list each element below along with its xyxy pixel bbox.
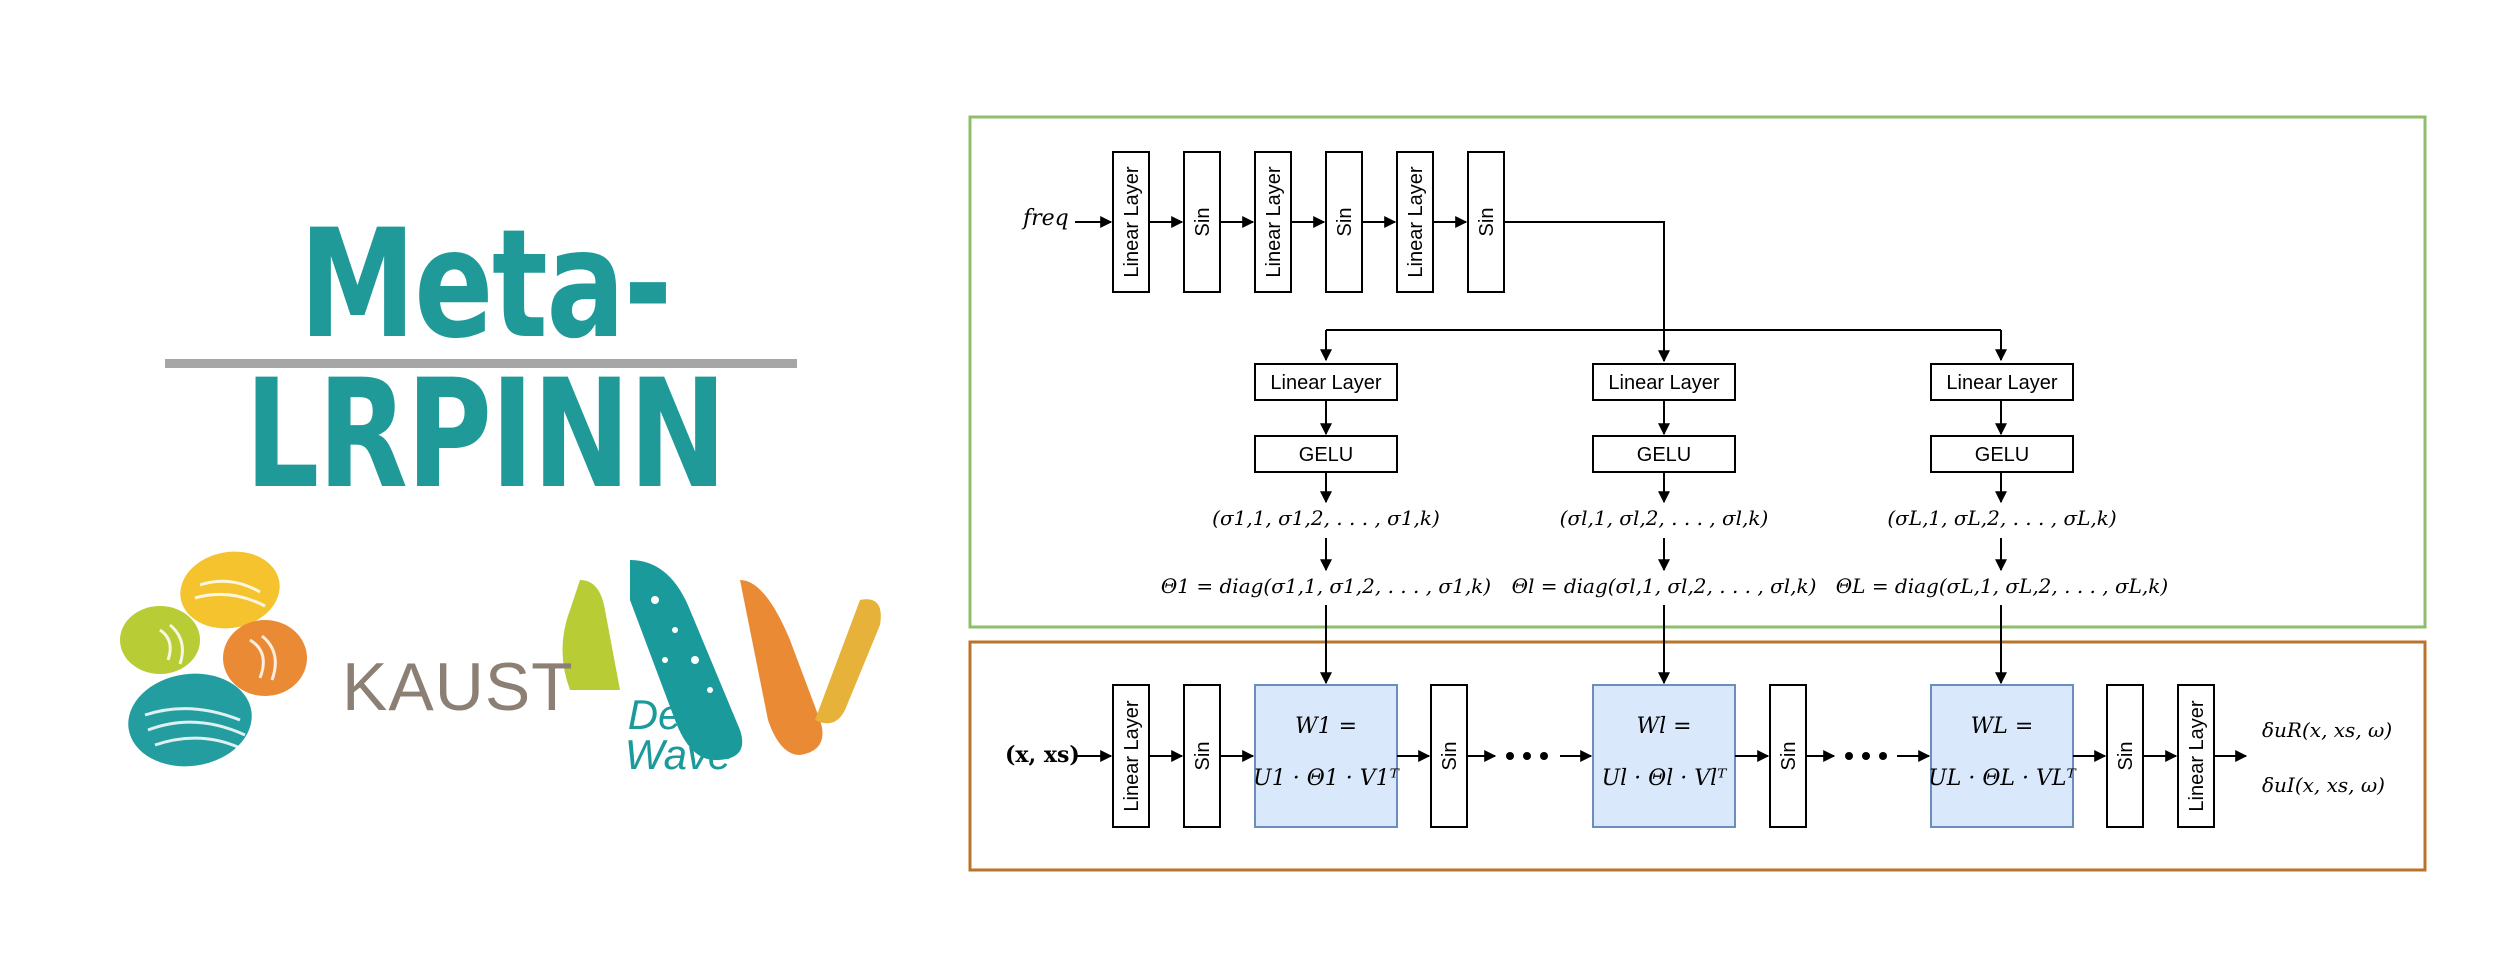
top-sin-2-label: Sin: [1334, 208, 1356, 237]
top-linear-1-label: Linear Layer: [1121, 166, 1143, 278]
branch-3-linear: [1930, 363, 2074, 401]
branch-1-gelu: [1254, 435, 1398, 473]
bottom-sin-1: [1183, 684, 1221, 828]
ellipsis-dot: [1540, 752, 1548, 760]
bottom-sin-4: [2106, 684, 2144, 828]
wL-top: WL =: [1971, 714, 2034, 739]
top-linear-3-label: Linear Layer: [1405, 166, 1427, 278]
title-underline: [165, 359, 797, 368]
bottom-sin-3: [1769, 684, 1807, 828]
wL-bottom: UL · ΘL · VLᵀ: [1928, 766, 2077, 791]
ellipsis-dot: [1879, 752, 1887, 760]
bottom-sin-4-label: Sin: [2115, 742, 2137, 771]
branch-3-linear-label: Linear Layer: [1946, 372, 2058, 394]
deepwave-wordmark: Deep Wave: [624, 691, 732, 778]
branch-2-gelu: [1592, 435, 1736, 473]
branch-3-sigma: (σL,1, σL,2, . . . , σL,k): [1887, 506, 2116, 530]
top-linear-3: [1396, 151, 1434, 293]
branch-1-linear-label: Linear Layer: [1270, 372, 1382, 394]
bottom-linear-1: [1112, 684, 1150, 828]
branch-2-linear: [1592, 363, 1736, 401]
bottom-sin-1-label: Sin: [1192, 742, 1214, 771]
branch-2-linear-label: Linear Layer: [1608, 372, 1720, 394]
top-sin-3: [1467, 151, 1505, 293]
branch-1-gelu-label: GELU: [1299, 444, 1353, 466]
wL-block: [1930, 684, 2074, 828]
output-imag: δuI(x, xs, ω): [2262, 773, 2385, 797]
bottom-linear-2: [2177, 684, 2215, 828]
kaust-wordmark: KAUST: [342, 649, 574, 725]
w1-block: [1254, 684, 1398, 828]
wl-block: [1592, 684, 1736, 828]
w1-top: W1 =: [1295, 714, 1357, 739]
ellipsis-dot: [1523, 752, 1531, 760]
kaust-logo-icon: [120, 551, 307, 767]
branch-1-sigma: (σ1,1, σ1,2, . . . , σ1,k): [1212, 506, 1440, 530]
top-linear-2: [1254, 151, 1292, 293]
top-sin-2: [1325, 151, 1363, 293]
logos: [120, 551, 881, 767]
ellipsis-dot: [1506, 752, 1514, 760]
branch-2-gelu-label: GELU: [1637, 444, 1691, 466]
top-sin-1-label: Sin: [1192, 208, 1214, 237]
wl-bottom: Ul · Θl · Vlᵀ: [1602, 766, 1729, 791]
top-sin-3-label: Sin: [1476, 208, 1498, 237]
freq-label: freq: [1021, 206, 1069, 231]
bottom-sin-3-label: Sin: [1778, 742, 1800, 771]
hypernetwork-frame: [968, 115, 2427, 629]
bottom-linear-1-label: Linear Layer: [1121, 700, 1143, 812]
top-linear-1: [1112, 151, 1150, 293]
main-network-frame: [968, 640, 2427, 872]
branch-1-theta: Θ1 = diag(σ1,1, σ1,2, . . . , σ1,k): [1161, 574, 1491, 598]
deepwave-logo-icon: [562, 560, 881, 760]
branch-3-theta: ΘL = diag(σL,1, σL,2, . . . , σL,k): [1836, 574, 2168, 598]
ellipsis-dot: [1862, 752, 1870, 760]
page-title: Meta-LRPINN: [244, 198, 727, 522]
input-label: (x, xs): [1005, 742, 1080, 768]
wl-top: Wl =: [1636, 714, 1691, 739]
branch-1-linear: [1254, 363, 1398, 401]
ellipsis-dot: [1845, 752, 1853, 760]
branch-2-sigma: (σl,1, σl,2, . . . , σl,k): [1560, 506, 1769, 530]
output-real: δuR(x, xs, ω): [2262, 718, 2392, 742]
top-sin-1: [1183, 151, 1221, 293]
bottom-sin-2-label: Sin: [1439, 742, 1461, 771]
w1-bottom: U1 · Θ1 · V1ᵀ: [1253, 766, 1400, 791]
top-linear-2-label: Linear Layer: [1263, 166, 1285, 278]
branch-3-gelu-label: GELU: [1975, 444, 2029, 466]
bottom-linear-2-label: Linear Layer: [2186, 700, 2208, 812]
branch-2-theta: Θl = diag(σl,1, σl,2, . . . , σl,k): [1512, 574, 1817, 598]
